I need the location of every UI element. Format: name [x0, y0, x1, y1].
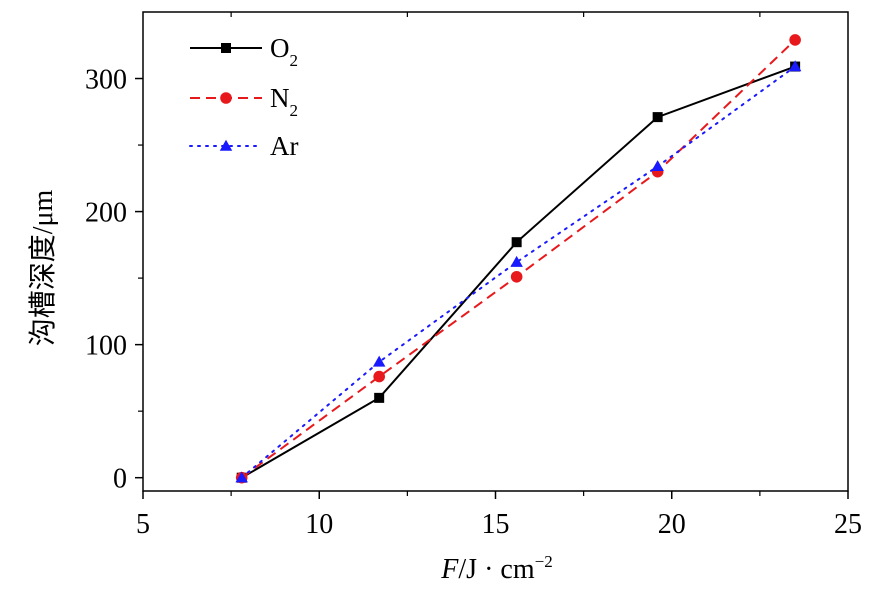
y-tick-label: 300: [85, 65, 127, 96]
x-tick-label: 15: [482, 509, 510, 540]
y-axis-title: 沟槽深度/μm: [27, 189, 59, 346]
legend-item-n2: N2: [190, 83, 298, 120]
data-point-circle: [789, 34, 801, 46]
data-point-triangle: [235, 471, 248, 483]
axis-ticks: 5 10 15 20 25 0 100 200 300: [85, 12, 862, 540]
data-point-square: [374, 392, 385, 403]
x-axis-title-superscript: −2: [535, 552, 553, 571]
plot-border: [142, 11, 849, 492]
legend-label: N2: [270, 83, 298, 120]
data-point-triangle: [372, 355, 386, 367]
data-point-triangle: [788, 60, 802, 72]
x-axis-title: F/J · cm−2: [440, 552, 552, 585]
data-point-circle: [510, 270, 523, 283]
x-axis-title-rest: /J · cm: [458, 554, 534, 585]
legend-item-ar: Ar: [189, 131, 299, 161]
plot-area: [142, 11, 849, 492]
y-tick-label: 200: [85, 198, 127, 229]
legend-label: Ar: [270, 131, 299, 161]
y-tick-label: 100: [85, 331, 127, 362]
legend-label-main: N: [270, 83, 290, 113]
x-axis-title-italic: F: [440, 554, 459, 585]
y-tick-label: 0: [113, 464, 127, 495]
x-tick-label: 25: [834, 509, 862, 540]
x-tick-label: 20: [658, 509, 686, 540]
legend-item-o2: O2: [190, 33, 298, 70]
series-line: [240, 65, 797, 479]
series-ar: [235, 60, 802, 483]
data-point-square: [221, 43, 231, 53]
legend-label-subscript: 2: [290, 51, 299, 70]
legend-label: O2: [270, 33, 298, 70]
data-point-square: [511, 237, 522, 248]
data-point-triangle: [651, 160, 664, 172]
series-n2: [235, 34, 801, 484]
legend-label-main: O: [270, 33, 290, 63]
data-point-circle: [373, 370, 385, 383]
data-point-square: [652, 112, 663, 123]
series-line: [241, 39, 796, 479]
data-point-triangle: [219, 139, 233, 151]
x-tick-label: 5: [136, 509, 150, 540]
legend-label-main: Ar: [270, 131, 299, 161]
x-tick-label: 10: [305, 509, 333, 540]
series-layer: [235, 34, 802, 484]
legend-label-subscript: 2: [290, 101, 299, 120]
data-point-triangle: [510, 255, 523, 267]
data-point-circle: [220, 92, 232, 104]
